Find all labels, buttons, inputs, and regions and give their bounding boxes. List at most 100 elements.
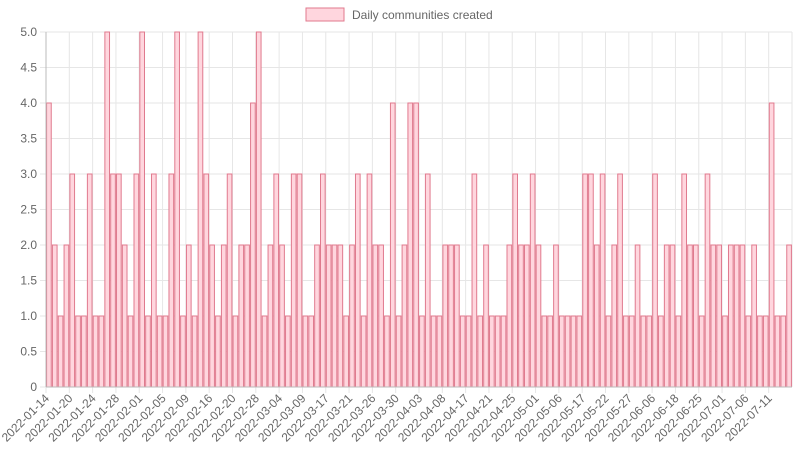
bar (430, 315, 437, 388)
bar (273, 173, 280, 388)
bar (681, 173, 688, 388)
bar (605, 315, 612, 388)
bar (722, 315, 728, 388)
bar (121, 244, 128, 388)
bar (75, 315, 81, 388)
bar (331, 244, 338, 388)
bar (343, 315, 349, 388)
bar (547, 315, 553, 388)
bar (366, 173, 373, 388)
bar (424, 173, 431, 388)
bar (477, 315, 484, 388)
bar (669, 244, 676, 388)
bar (716, 244, 722, 388)
bar (168, 173, 175, 388)
y-tick-label: 3.5 (20, 132, 37, 146)
bar (500, 315, 507, 388)
bar (483, 244, 489, 388)
bar (285, 315, 291, 388)
bar (465, 315, 472, 388)
legend-swatch (305, 7, 345, 22)
y-tick-label: 2.0 (20, 238, 37, 252)
bar (57, 315, 64, 388)
axes (45, 32, 792, 388)
bar (553, 244, 559, 388)
bar (267, 244, 274, 388)
bar (471, 173, 478, 388)
bar (378, 244, 384, 388)
bar (634, 244, 641, 388)
bar (185, 244, 192, 388)
bar (197, 31, 204, 388)
bar (506, 244, 513, 388)
bar (710, 244, 717, 388)
bar (489, 315, 495, 388)
bar (150, 173, 157, 388)
bar (279, 244, 285, 388)
bar (494, 315, 501, 388)
bar (558, 315, 565, 388)
bar (407, 102, 414, 388)
bar (354, 173, 361, 388)
bar (308, 315, 315, 388)
bar (372, 244, 379, 388)
bar (640, 315, 647, 388)
bar (337, 244, 344, 388)
bar (675, 315, 682, 388)
bar (98, 315, 105, 388)
bars (46, 31, 792, 388)
bar (623, 315, 629, 388)
bar (191, 315, 198, 388)
bar (768, 102, 775, 388)
bar (436, 315, 443, 388)
bar (215, 315, 221, 388)
bar (116, 173, 122, 388)
bar (51, 244, 58, 388)
x-axis-tick-labels: 2022-01-142022-01-202022-01-242022-01-28… (0, 391, 775, 445)
y-tick-label: 3.0 (20, 167, 37, 181)
y-tick-label: 5.0 (20, 25, 37, 39)
bar (156, 315, 163, 388)
bar (389, 102, 396, 388)
bar (104, 31, 111, 388)
bar (302, 315, 309, 388)
bar (535, 244, 542, 388)
bar (180, 315, 186, 388)
bar (762, 315, 769, 388)
bar (658, 315, 664, 388)
bar (244, 244, 250, 388)
bar (127, 315, 134, 388)
bar (687, 244, 693, 388)
bar (255, 31, 262, 388)
y-tick-label: 0 (30, 380, 37, 394)
bar (81, 315, 87, 388)
bar (733, 244, 740, 388)
bar (745, 315, 752, 388)
bar (413, 102, 419, 388)
bar (588, 173, 594, 388)
bar (325, 244, 332, 388)
bar (652, 173, 658, 388)
legend[interactable]: Daily communities created (305, 7, 493, 22)
bar (174, 31, 180, 388)
bar (459, 315, 466, 388)
bar (139, 31, 145, 388)
bar (576, 315, 583, 388)
bar (529, 173, 536, 388)
bar (209, 244, 215, 388)
bar (63, 244, 70, 388)
legend-label: Daily communities created (352, 8, 493, 22)
bar (599, 173, 606, 388)
bar (419, 315, 425, 388)
y-tick-label: 1.5 (20, 274, 37, 288)
bar (739, 244, 746, 388)
bar (582, 173, 588, 388)
bar (349, 244, 355, 388)
y-tick-label: 4.5 (20, 61, 37, 75)
y-tick-label: 4.0 (20, 96, 37, 110)
bar (133, 173, 140, 388)
bar (86, 173, 93, 388)
bar (162, 315, 169, 388)
